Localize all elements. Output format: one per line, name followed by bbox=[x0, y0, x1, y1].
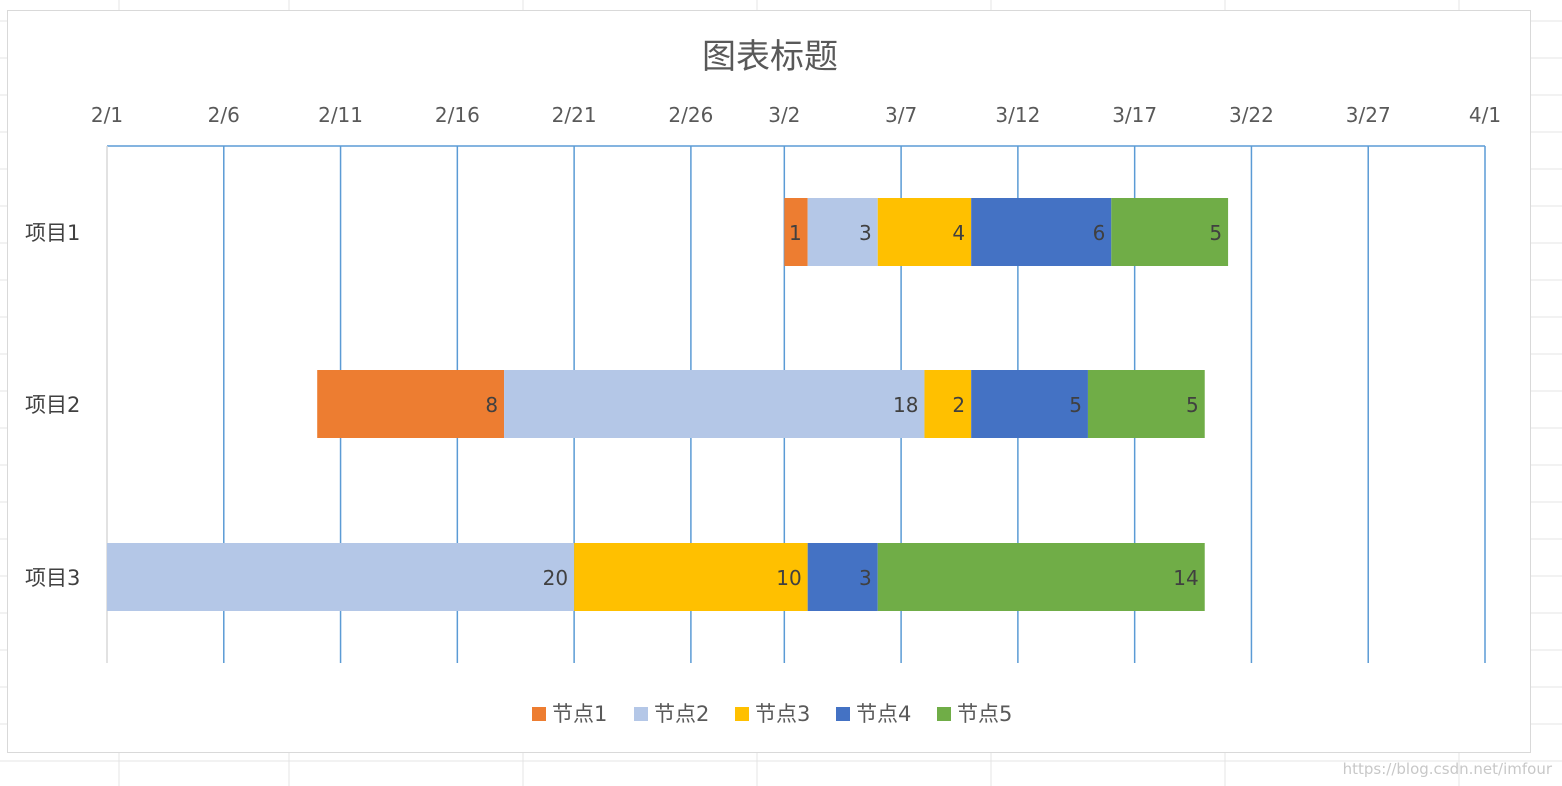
legend-swatch bbox=[735, 707, 749, 721]
bar-segment[interactable] bbox=[877, 543, 1205, 611]
category-label: 项目2 bbox=[25, 393, 80, 417]
bar-segment[interactable] bbox=[807, 543, 878, 611]
bar-segment[interactable] bbox=[784, 198, 808, 266]
data-label: 3 bbox=[859, 566, 872, 590]
x-tick-label: 2/1 bbox=[91, 103, 123, 127]
x-tick-label: 2/21 bbox=[552, 103, 597, 127]
x-tick-label: 3/12 bbox=[995, 103, 1040, 127]
x-tick-label: 2/11 bbox=[318, 103, 363, 127]
legend-entry[interactable]: 节点5 bbox=[957, 702, 1012, 726]
legend-entry[interactable]: 节点3 bbox=[755, 702, 810, 726]
x-tick-label: 3/2 bbox=[768, 103, 800, 127]
data-label: 5 bbox=[1186, 393, 1199, 417]
data-label: 5 bbox=[1209, 221, 1222, 245]
bar-segment[interactable] bbox=[971, 370, 1088, 438]
data-label: 14 bbox=[1173, 566, 1198, 590]
data-label: 18 bbox=[893, 393, 918, 417]
x-tick-label: 2/16 bbox=[435, 103, 480, 127]
x-tick-label: 2/6 bbox=[208, 103, 240, 127]
bar-segment[interactable] bbox=[1111, 198, 1229, 266]
legend: 节点1 节点2 节点3 节点4 节点5 bbox=[532, 702, 1012, 726]
data-label: 1 bbox=[789, 221, 802, 245]
data-labels: 1 3 4 6 5 8 18 2 5 5 20 10 3 14 bbox=[485, 221, 1222, 590]
bar-segment[interactable] bbox=[574, 543, 808, 611]
bar-segment[interactable] bbox=[807, 198, 878, 266]
category-labels: 项目1 项目2 项目3 bbox=[25, 221, 80, 590]
bar-segment[interactable] bbox=[317, 370, 505, 438]
data-label: 5 bbox=[1069, 393, 1082, 417]
category-label: 项目1 bbox=[25, 221, 80, 245]
bar-segment[interactable] bbox=[1087, 370, 1205, 438]
bar-segment[interactable] bbox=[971, 198, 1112, 266]
data-label: 2 bbox=[952, 393, 965, 417]
bar-segment[interactable] bbox=[924, 370, 972, 438]
data-label: 4 bbox=[952, 221, 965, 245]
chart-title[interactable]: 图表标题 bbox=[702, 37, 838, 77]
legend-swatch bbox=[532, 707, 546, 721]
data-label: 20 bbox=[543, 566, 568, 590]
legend-swatch bbox=[937, 707, 951, 721]
bar-segment[interactable] bbox=[107, 543, 575, 611]
x-tick-label: 4/1 bbox=[1469, 103, 1501, 127]
legend-swatch bbox=[836, 707, 850, 721]
data-label: 8 bbox=[485, 393, 498, 417]
x-tick-label: 2/26 bbox=[668, 103, 713, 127]
legend-entry[interactable]: 节点1 bbox=[552, 702, 607, 726]
bar-segment[interactable] bbox=[877, 198, 972, 266]
bar-segment[interactable] bbox=[504, 370, 925, 438]
category-label: 项目3 bbox=[25, 566, 80, 590]
legend-entry[interactable]: 节点2 bbox=[654, 702, 709, 726]
bars bbox=[107, 198, 1229, 611]
legend-swatch bbox=[634, 707, 648, 721]
x-tick-label: 3/22 bbox=[1229, 103, 1274, 127]
x-tick-label: 3/27 bbox=[1346, 103, 1391, 127]
x-tick-label: 3/7 bbox=[885, 103, 917, 127]
legend-entry[interactable]: 节点4 bbox=[856, 702, 911, 726]
data-label: 3 bbox=[859, 221, 872, 245]
data-label: 6 bbox=[1093, 221, 1106, 245]
data-label: 10 bbox=[776, 566, 801, 590]
x-tick-label: 3/17 bbox=[1112, 103, 1157, 127]
watermark: https://blog.csdn.net/imfour bbox=[1342, 760, 1552, 778]
x-axis-tick-labels: 2/1 2/6 2/11 2/16 2/21 2/26 3/2 3/7 3/12 3/17 3/22… bbox=[91, 103, 1501, 127]
